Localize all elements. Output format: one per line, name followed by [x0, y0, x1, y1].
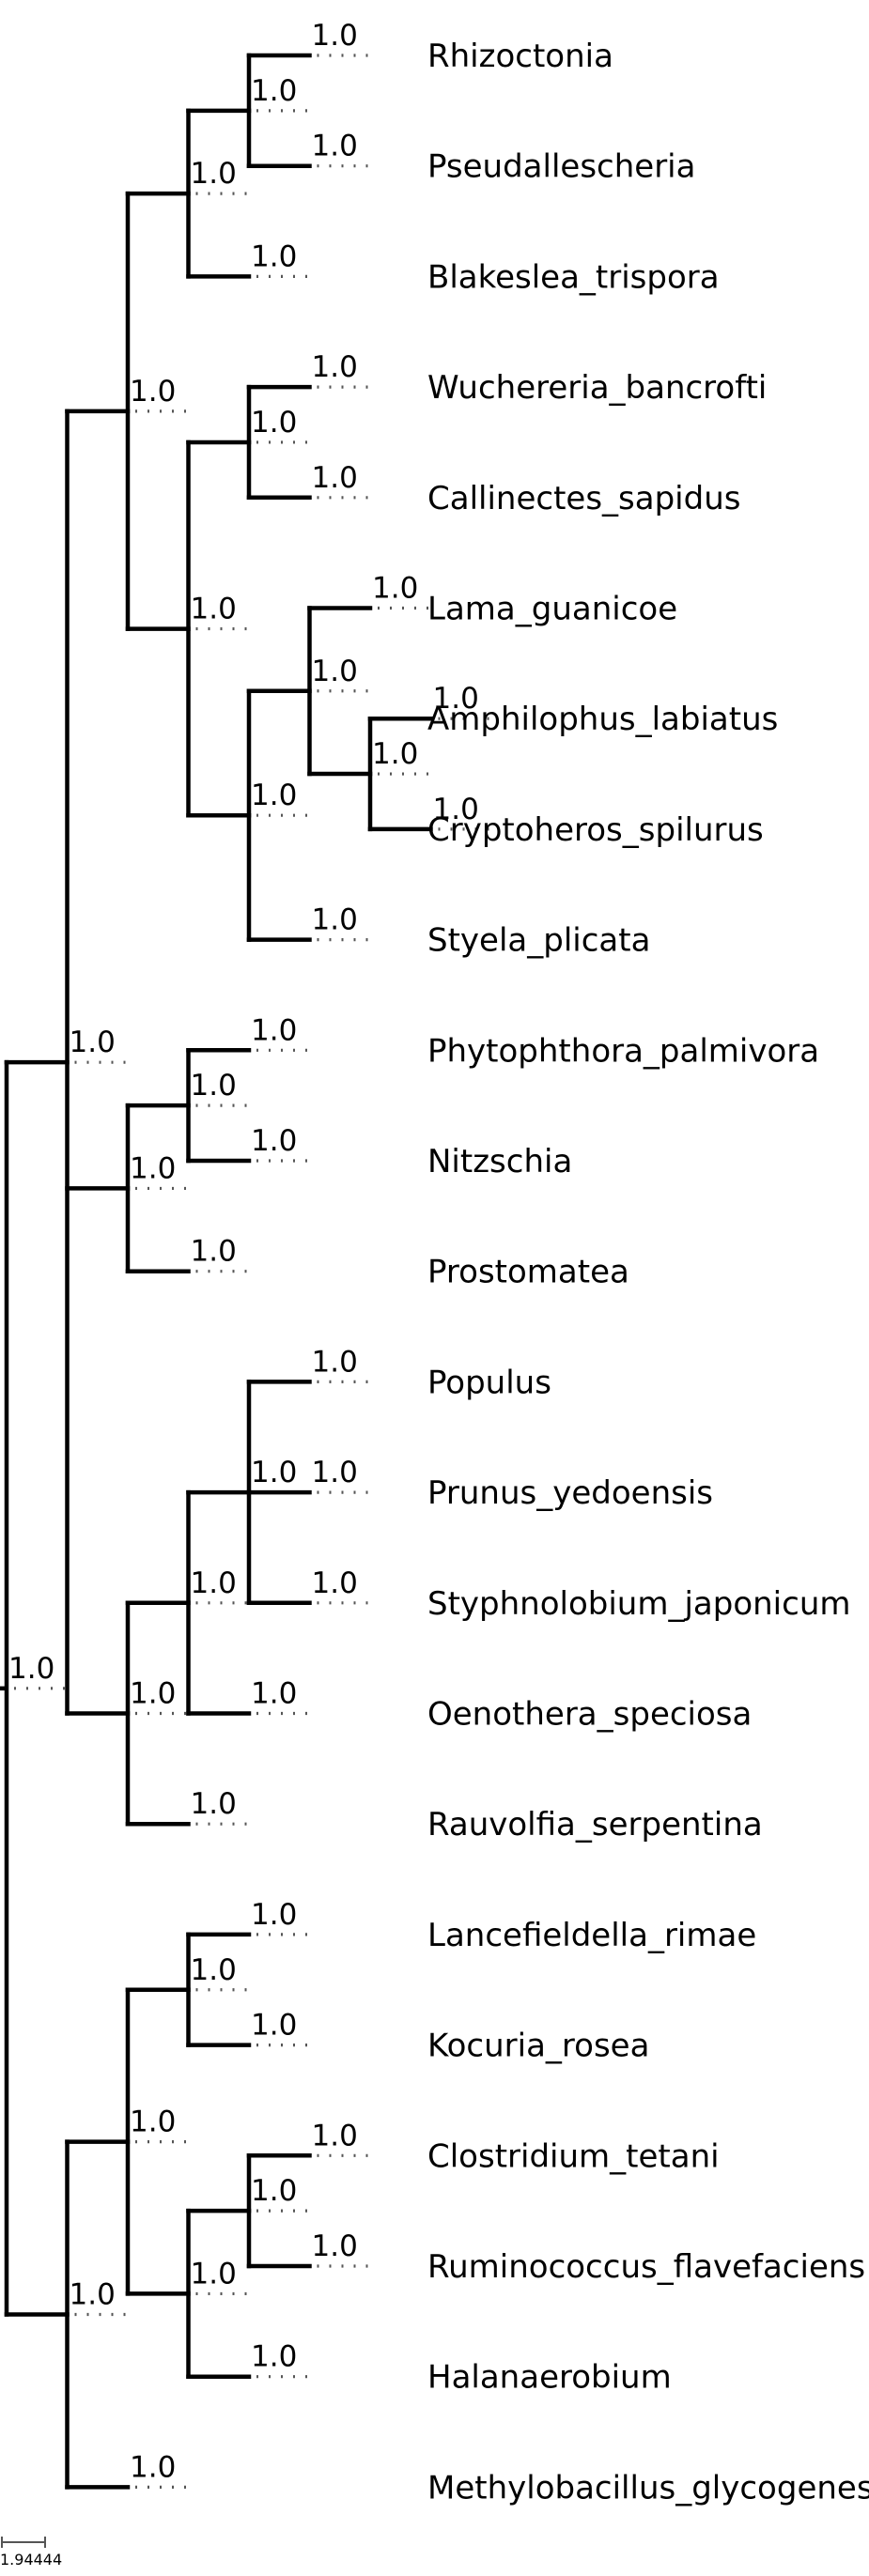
support-value: 1.0: [191, 1566, 237, 1600]
taxon-label: Methylobacillus_glycogenes: [427, 2469, 869, 2507]
support-value: 1.0: [191, 157, 237, 191]
taxon-label: Lama_guanicoe: [427, 591, 677, 628]
support-value: 1.0: [312, 903, 358, 937]
support-value: 1.0: [251, 1124, 297, 1158]
support-value: 1.0: [130, 1677, 176, 1711]
taxon-label: Pseudallescheria: [427, 148, 695, 186]
taxon-label: Halanaerobium: [427, 2359, 672, 2397]
support-value: 1.0: [251, 2174, 297, 2208]
taxon-label: Blakeslea_trispora: [427, 258, 720, 296]
taxon-label: Amphilophus_labiatus: [427, 701, 778, 738]
support-value: 1.0: [70, 2277, 116, 2311]
taxon-label: Callinectes_sapidus: [427, 480, 740, 517]
support-value: 1.0: [130, 1151, 176, 1185]
support-value: 1.0: [8, 1652, 54, 1686]
taxon-label: Rauvolfia_serpentina: [427, 1806, 763, 1843]
support-value: 1.0: [312, 1566, 358, 1600]
support-value: 1.0: [312, 350, 358, 384]
support-value: 1.0: [251, 2009, 297, 2043]
support-value: 1.0: [312, 130, 358, 163]
taxon-label: Cryptoheros_spilurus: [427, 811, 764, 849]
taxon-label: Kocuria_rosea: [427, 2028, 649, 2065]
support-value: 1.0: [251, 1013, 297, 1047]
support-value: 1.0: [251, 239, 297, 273]
support-value: 1.0: [130, 2106, 176, 2139]
support-value: 1.0: [433, 793, 479, 826]
scale-bar-label: 1.94444: [0, 2551, 62, 2568]
taxon-label: Styphnolobium_japonicum: [427, 1585, 850, 1623]
support-value: 1.0: [251, 1898, 297, 1932]
taxon-label: Rhizoctonia: [427, 38, 613, 75]
support-value: 1.0: [70, 1026, 116, 1059]
support-value: 1.0: [312, 2229, 358, 2263]
taxon-label: Populus: [427, 1364, 551, 1401]
support-value: 1.0: [191, 1235, 237, 1269]
taxon-label: Nitzschia: [427, 1143, 572, 1180]
support-value: 1.0: [130, 2450, 176, 2484]
support-value: 1.0: [433, 682, 479, 716]
support-value: 1.0: [130, 375, 176, 409]
support-value: 1.0: [312, 461, 358, 495]
support-value: 1.0: [251, 779, 297, 812]
support-value: 1.0: [372, 572, 418, 606]
taxon-label: Prostomatea: [427, 1254, 629, 1291]
taxon-label: Ruminococcus_flavefaciens: [427, 2248, 865, 2286]
taxon-label: Phytophthora_palmivora: [427, 1032, 819, 1070]
support-value: 1.0: [191, 593, 237, 626]
support-value: 1.0: [312, 655, 358, 688]
support-value: 1.0: [312, 1456, 358, 1489]
support-value: 1.0: [251, 1456, 297, 1489]
support-value: 1.0: [191, 1069, 237, 1103]
support-value: 1.0: [251, 1677, 297, 1711]
support-value: 1.0: [372, 737, 418, 771]
taxon-label: Wuchereria_bancrofti: [427, 369, 767, 407]
support-value: 1.0: [251, 2340, 297, 2374]
taxon-label: Prunus_yedoensis: [427, 1474, 713, 1512]
support-value: 1.0: [191, 1787, 237, 1821]
support-value: 1.0: [312, 1345, 358, 1379]
support-value: 1.0: [191, 1953, 237, 1987]
support-value: 1.0: [251, 406, 297, 440]
support-value: 1.0: [191, 2257, 237, 2291]
taxon-label: Styela_plicata: [427, 922, 650, 960]
support-value: 1.0: [312, 2119, 358, 2152]
taxon-label: Lancefieldella_rimae: [427, 1917, 756, 1954]
support-value: 1.0: [251, 74, 297, 108]
taxon-label: Clostridium_tetani: [427, 2137, 720, 2175]
taxon-label: Oenothera_speciosa: [427, 1696, 752, 1734]
support-value: 1.0: [312, 19, 358, 53]
